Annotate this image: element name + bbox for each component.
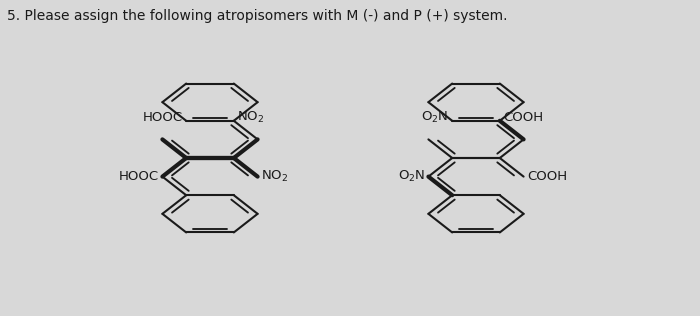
Text: O$_2$N: O$_2$N bbox=[421, 110, 449, 125]
Text: 5. Please assign the following atropisomers with M (-) and P (+) system.: 5. Please assign the following atropisom… bbox=[7, 9, 508, 23]
Text: COOH: COOH bbox=[527, 170, 567, 183]
Text: HOOC: HOOC bbox=[119, 170, 159, 183]
Text: O$_2$N: O$_2$N bbox=[398, 169, 425, 184]
Text: COOH: COOH bbox=[503, 111, 543, 124]
Text: NO$_2$: NO$_2$ bbox=[237, 110, 265, 125]
Text: HOOC: HOOC bbox=[143, 111, 183, 124]
Text: NO$_2$: NO$_2$ bbox=[261, 169, 288, 184]
